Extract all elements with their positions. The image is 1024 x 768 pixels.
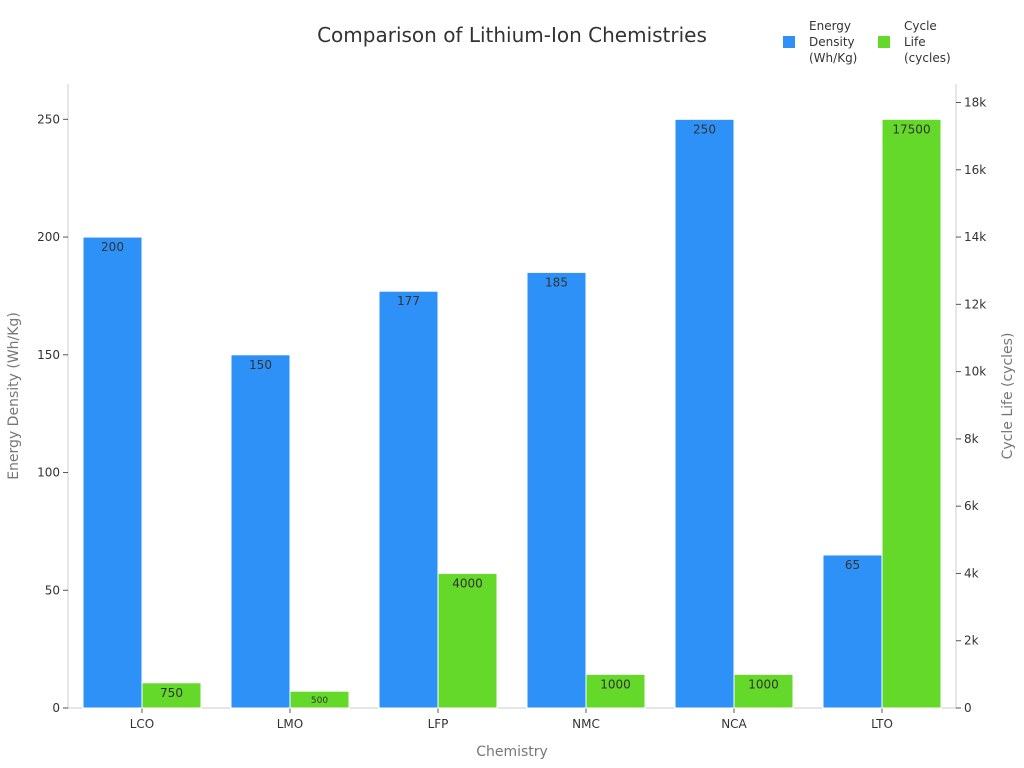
chart-title: Comparison of Lithium-Ion Chemistries bbox=[317, 23, 707, 47]
bar bbox=[378, 290, 439, 709]
plot-area: 0 50 100 150 200 250 0 2k 4k 6k 8k 10k 12k 14k 16k 18k L… bbox=[37, 84, 986, 731]
bar bbox=[674, 118, 735, 709]
bar bbox=[289, 690, 350, 709]
legend-label: (cycles) bbox=[904, 51, 951, 65]
x-tick-label: LMO bbox=[277, 717, 303, 731]
y-axis-title: Energy Density (Wh/Kg) bbox=[6, 312, 22, 480]
y-tick-label: 250 bbox=[37, 112, 60, 126]
legend-label: Life bbox=[904, 35, 926, 49]
x-tick-label: LFP bbox=[428, 717, 449, 731]
x-tick-label: NMC bbox=[572, 717, 600, 731]
data-label: 17500 bbox=[892, 122, 930, 136]
bar bbox=[733, 673, 794, 709]
y-tick-label: 200 bbox=[37, 230, 60, 244]
y2-tick-label: 8k bbox=[964, 432, 979, 446]
bar bbox=[437, 572, 498, 709]
y2-tick-label: 12k bbox=[964, 297, 986, 311]
bar bbox=[230, 354, 291, 709]
data-label: 250 bbox=[693, 122, 716, 136]
y2-tick-label: 18k bbox=[964, 96, 986, 110]
bar bbox=[822, 554, 883, 709]
bar bbox=[526, 271, 587, 709]
y2-tick-label: 16k bbox=[964, 163, 986, 177]
data-label: 177 bbox=[397, 294, 420, 308]
legend-swatch bbox=[783, 36, 795, 48]
x-tick-label: LTO bbox=[871, 717, 893, 731]
legend-label: Density bbox=[809, 35, 855, 49]
y2-tick-label: 4k bbox=[964, 566, 979, 580]
y2-axis-title: Cycle Life (cycles) bbox=[1000, 333, 1016, 460]
bar bbox=[585, 673, 646, 709]
data-label: 1000 bbox=[600, 677, 631, 691]
y-tick-label: 100 bbox=[37, 466, 60, 480]
data-label: 185 bbox=[545, 275, 568, 289]
data-label: 200 bbox=[101, 240, 124, 254]
legend-label: (Wh/Kg) bbox=[809, 51, 857, 65]
bar bbox=[82, 236, 143, 709]
data-label: 65 bbox=[845, 558, 860, 572]
y2-tick-label: 10k bbox=[964, 365, 986, 379]
y-tick-label: 50 bbox=[45, 583, 60, 597]
data-label: 750 bbox=[160, 686, 183, 700]
y2-tick-label: 14k bbox=[964, 230, 986, 244]
legend-label: Energy bbox=[809, 19, 851, 33]
data-label: 4000 bbox=[452, 576, 483, 590]
legend: Energy Density (Wh/Kg) Cycle Life (cycles) bbox=[783, 19, 951, 65]
y-tick-label: 150 bbox=[37, 348, 60, 362]
data-label: 150 bbox=[249, 358, 272, 372]
y2-tick-label: 6k bbox=[964, 499, 979, 513]
bar bbox=[881, 118, 942, 709]
bar bbox=[141, 682, 202, 709]
y-tick-label: 0 bbox=[52, 701, 60, 715]
y2-tick-label: 2k bbox=[964, 634, 979, 648]
legend-label: Cycle bbox=[904, 19, 937, 33]
x-tick-label: LCO bbox=[130, 717, 155, 731]
data-label: 500 bbox=[311, 696, 328, 706]
x-tick-label: NCA bbox=[721, 717, 747, 731]
x-axis-title: Chemistry bbox=[476, 744, 548, 760]
y2-tick-label: 0 bbox=[964, 701, 972, 715]
data-label: 1000 bbox=[748, 677, 779, 691]
legend-swatch bbox=[878, 36, 890, 48]
